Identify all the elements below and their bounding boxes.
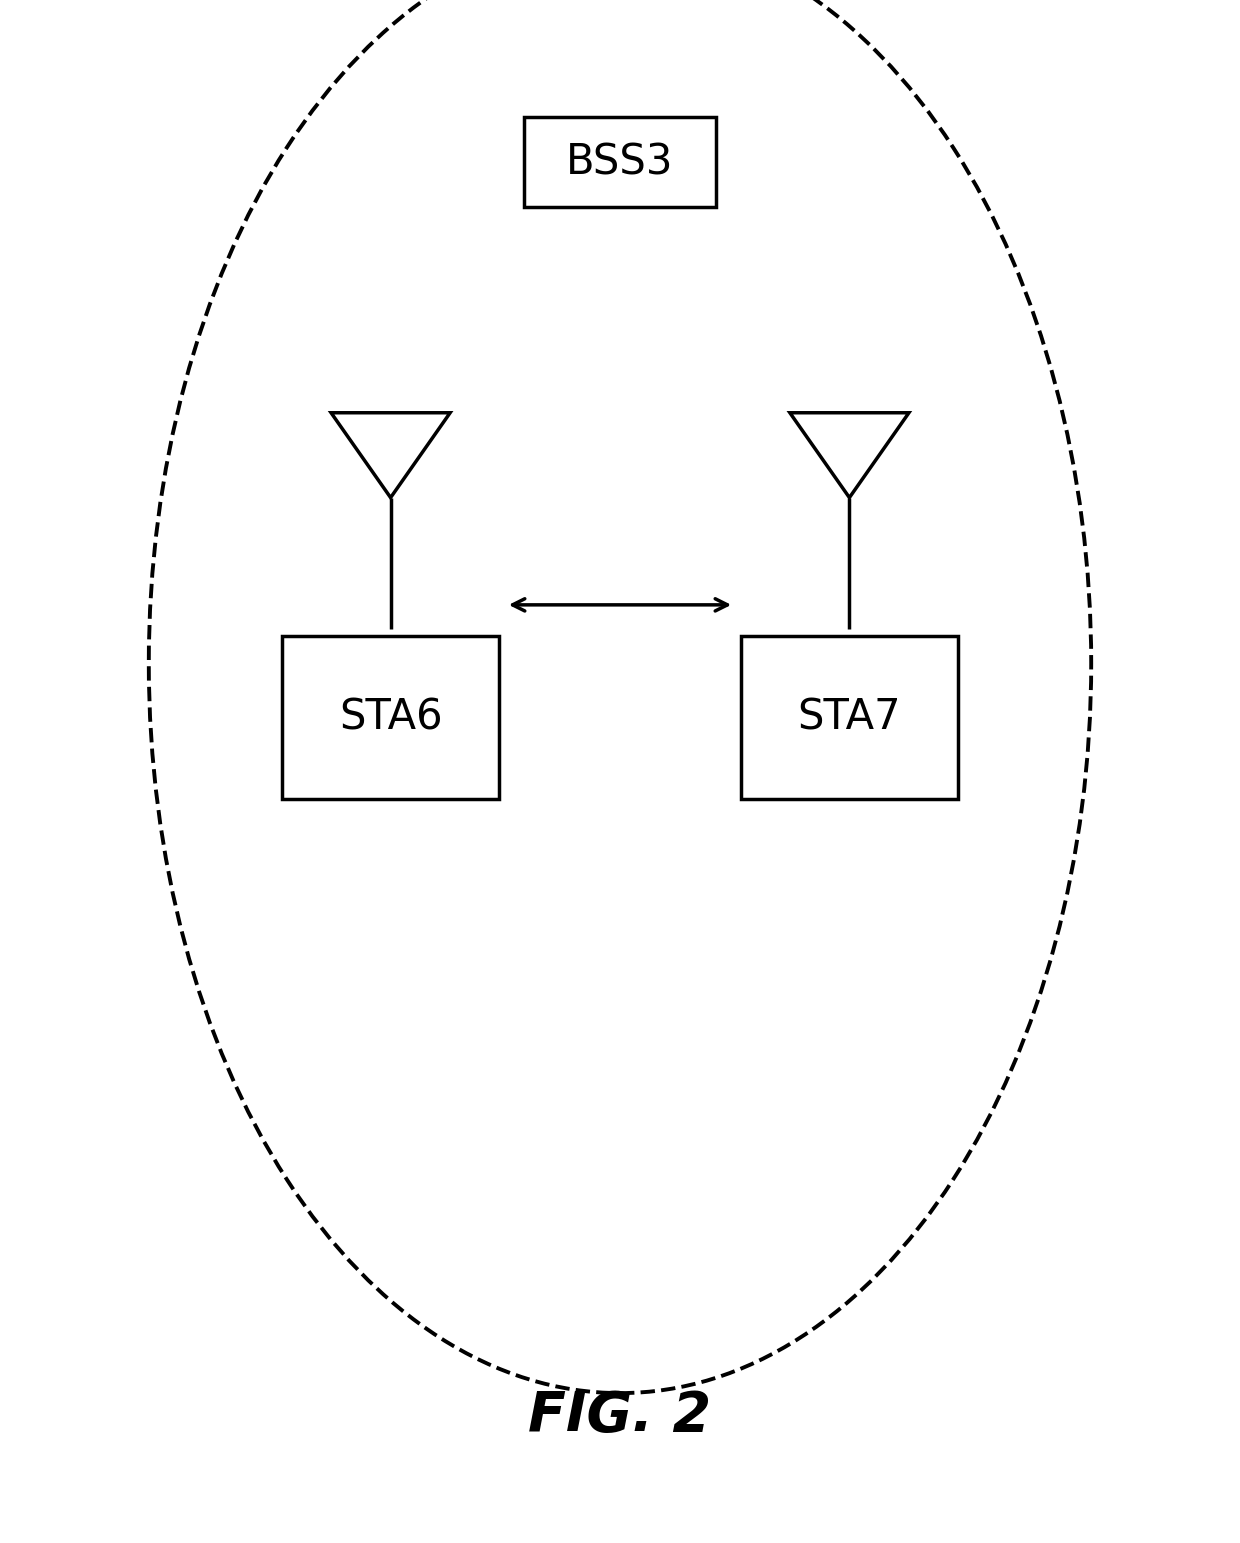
Text: STA7: STA7: [797, 696, 901, 739]
Polygon shape: [790, 412, 909, 497]
Bar: [523, 117, 717, 207]
Bar: [283, 636, 498, 799]
Text: BSS3: BSS3: [567, 140, 673, 184]
Text: FIG. 2: FIG. 2: [528, 1390, 712, 1443]
Text: STA6: STA6: [339, 696, 443, 739]
Bar: [742, 636, 957, 799]
Polygon shape: [331, 412, 450, 497]
